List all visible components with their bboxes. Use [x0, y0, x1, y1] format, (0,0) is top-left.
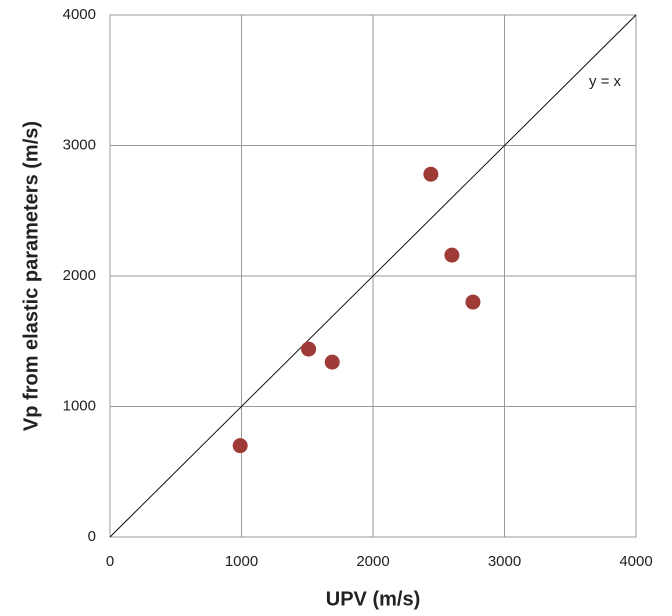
point	[324, 354, 340, 370]
point	[232, 438, 248, 454]
point	[444, 247, 460, 263]
y-tick-label: 3000	[63, 136, 96, 153]
x-tick-label: 2000	[356, 553, 389, 570]
identity-line	[109, 14, 637, 538]
x-axis-label: UPV (m/s)	[326, 588, 420, 610]
y-tick-label: 4000	[63, 6, 96, 23]
plot-border	[109, 14, 637, 538]
y-axis-label: Vp from elastic parameters (m/s)	[20, 121, 42, 431]
x-tick-label: 4000	[619, 553, 652, 570]
x-tick-label: 0	[106, 553, 114, 570]
x-tick-label: 3000	[488, 553, 521, 570]
y-tick-label: 2000	[63, 267, 96, 284]
y-tick-label: 0	[88, 528, 96, 545]
point	[423, 166, 439, 182]
point	[301, 341, 317, 357]
y-tick-label: 1000	[63, 397, 96, 414]
point	[465, 294, 481, 310]
x-tick-label: 1000	[225, 553, 258, 570]
annotation: y = x	[589, 73, 622, 90]
